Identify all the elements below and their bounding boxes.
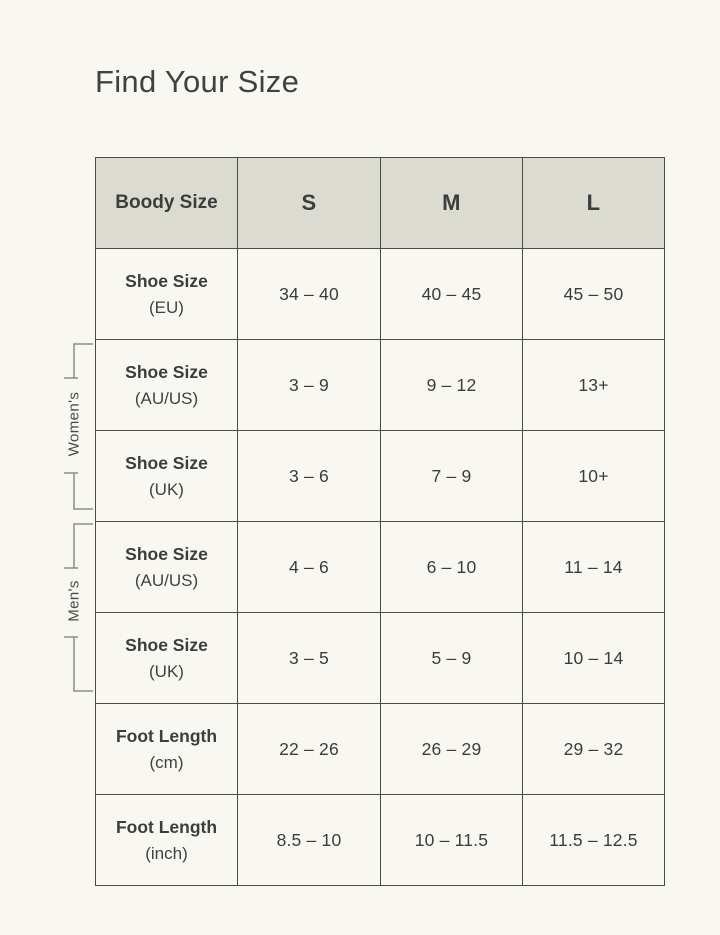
mens-group-label: Men's: [65, 580, 83, 622]
cell-value: 11.5 – 12.5: [522, 794, 665, 886]
row-label-line2: (UK): [149, 662, 184, 681]
cell-value: 45 – 50: [522, 248, 665, 340]
cell-value: 6 – 10: [380, 521, 523, 613]
row-label-foot-length-cm: Foot Length (cm): [95, 703, 238, 795]
row-label-line2: (AU/US): [134, 571, 199, 590]
cell-value: 10 – 14: [522, 612, 665, 704]
row-label-line2: (cm): [149, 753, 184, 772]
mens-bracket-icon: [64, 523, 93, 692]
cell-value: 9 – 12: [380, 339, 523, 431]
cell-value: 10 – 11.5: [380, 794, 523, 886]
womens-bracket-icon: [64, 343, 93, 510]
table-row-foot-length-inch: Foot Length (inch) 8.5 – 10 10 – 11.5 11…: [95, 794, 665, 886]
cell-value: 8.5 – 10: [237, 794, 381, 886]
row-label-line1: Foot Length: [115, 817, 218, 837]
cell-value: 3 – 5: [237, 612, 381, 704]
header-cell-boody-size: Boody Size: [95, 157, 238, 249]
header-cell-size-s: S: [237, 157, 381, 249]
table-row-shoe-size-eu: Shoe Size (EU) 34 – 40 40 – 45 45 – 50: [95, 248, 665, 340]
cell-value: 13+: [522, 339, 665, 431]
row-label-line1: Shoe Size: [125, 271, 208, 291]
cell-value: 40 – 45: [380, 248, 523, 340]
table-row-womens-shoe-size-auus: Shoe Size (AU/US) 3 – 9 9 – 12 13+: [95, 339, 665, 431]
table-row-mens-shoe-size-uk: Shoe Size (UK) 3 – 5 5 – 9 10 – 14: [95, 612, 665, 704]
row-label-line2: (inch): [145, 844, 188, 863]
header-cell-size-l: L: [522, 157, 665, 249]
table-row-mens-shoe-size-auus: Shoe Size (AU/US) 4 – 6 6 – 10 11 – 14: [95, 521, 665, 613]
cell-value: 4 – 6: [237, 521, 381, 613]
row-label-shoe-size-uk: Shoe Size (UK): [95, 430, 238, 522]
table-row-foot-length-cm: Foot Length (cm) 22 – 26 26 – 29 29 – 32: [95, 703, 665, 795]
cell-value: 26 – 29: [380, 703, 523, 795]
row-label-shoe-size-auus: Shoe Size (AU/US): [95, 339, 238, 431]
row-label-line1: Shoe Size: [125, 453, 208, 473]
cell-value: 3 – 9: [237, 339, 381, 431]
table-header-row: Boody Size S M L: [95, 157, 665, 249]
row-label-line1: Foot Length: [115, 726, 218, 746]
cell-value: 22 – 26: [237, 703, 381, 795]
row-label-line1: Shoe Size: [125, 635, 208, 655]
page-title: Find Your Size: [95, 64, 300, 99]
cell-value: 7 – 9: [380, 430, 523, 522]
row-label-line2: (AU/US): [134, 389, 199, 408]
row-label-line1: Shoe Size: [125, 544, 208, 564]
size-chart-table: Boody Size S M L Shoe Size (EU) 34 – 40 …: [95, 157, 665, 886]
table-row-womens-shoe-size-uk: Shoe Size (UK) 3 – 6 7 – 9 10+: [95, 430, 665, 522]
row-label-shoe-size-eu: Shoe Size (EU): [95, 248, 238, 340]
cell-value: 10+: [522, 430, 665, 522]
row-label-shoe-size-auus: Shoe Size (AU/US): [95, 521, 238, 613]
row-label-line2: (EU): [149, 298, 184, 317]
row-label-line2: (UK): [149, 480, 184, 499]
row-label-line1: Shoe Size: [125, 362, 208, 382]
cell-value: 3 – 6: [237, 430, 381, 522]
header-cell-size-m: M: [380, 157, 523, 249]
cell-value: 11 – 14: [522, 521, 665, 613]
cell-value: 5 – 9: [380, 612, 523, 704]
cell-value: 34 – 40: [237, 248, 381, 340]
row-label-foot-length-inch: Foot Length (inch): [95, 794, 238, 886]
cell-value: 29 – 32: [522, 703, 665, 795]
row-label-shoe-size-uk: Shoe Size (UK): [95, 612, 238, 704]
womens-group-label: Women's: [65, 391, 83, 457]
